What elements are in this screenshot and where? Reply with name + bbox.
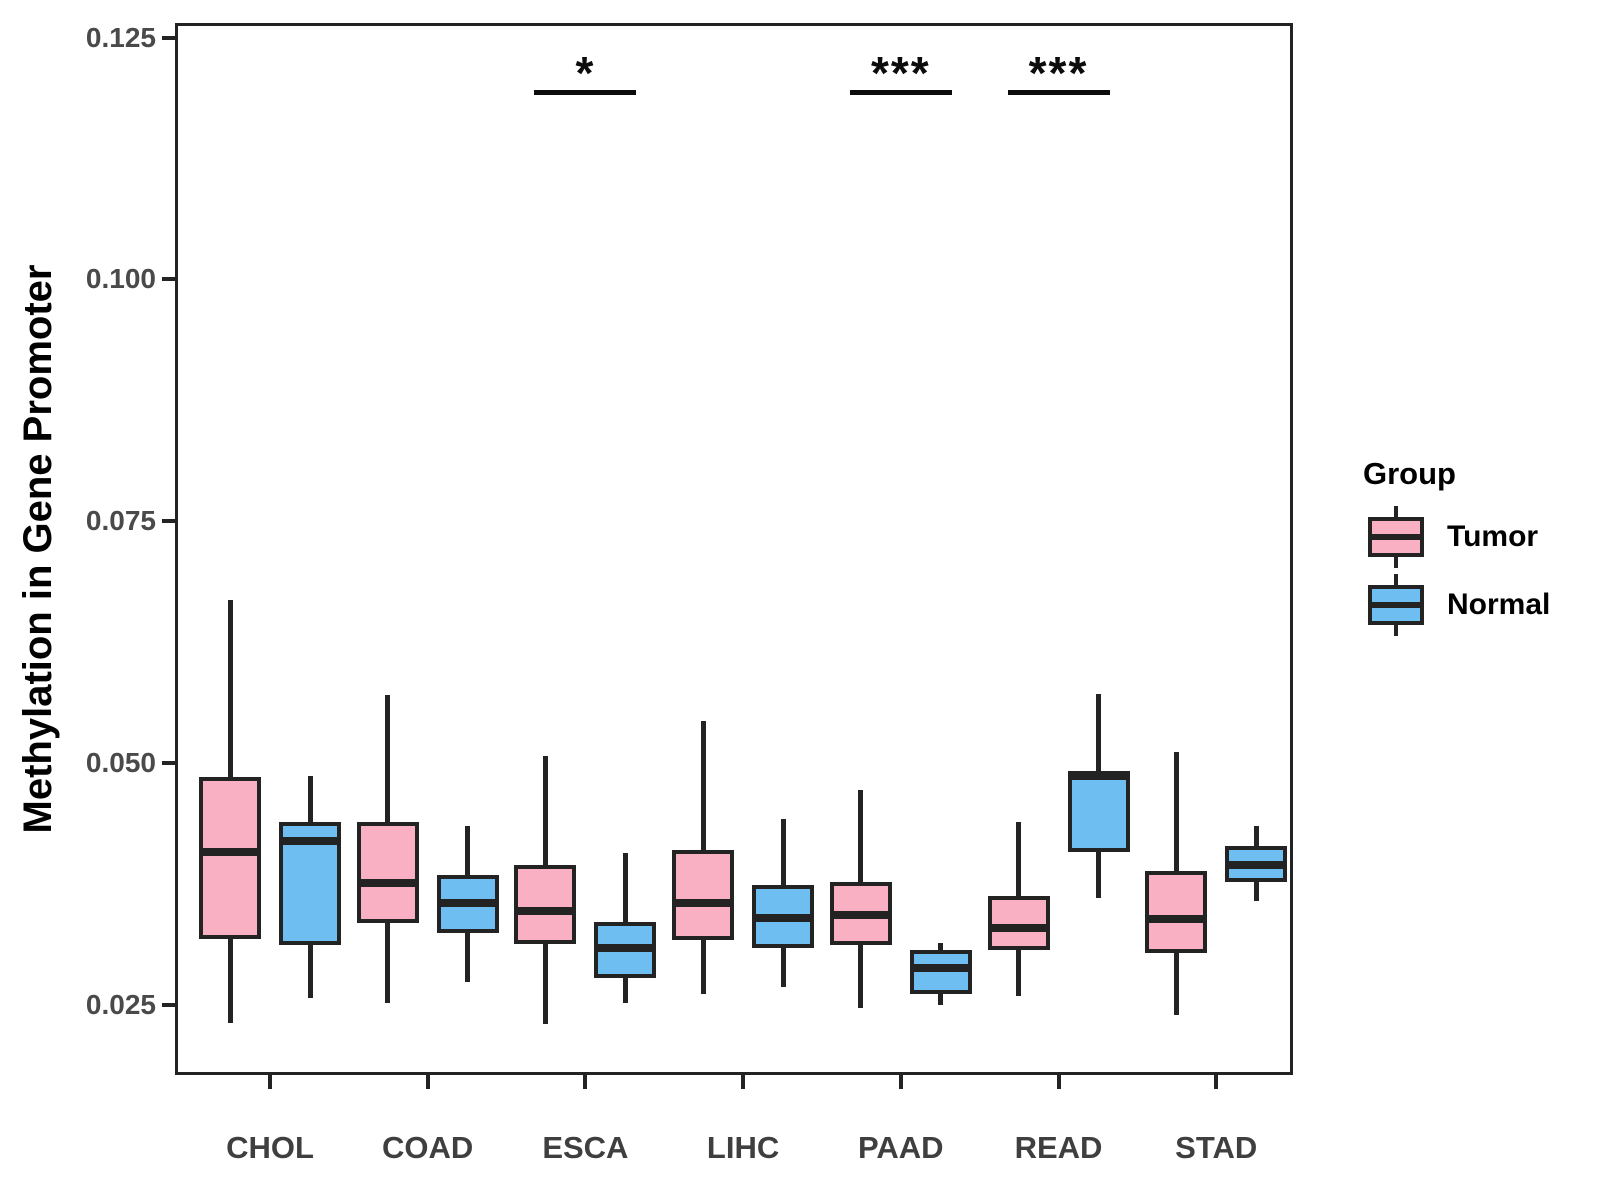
median-LIHC-normal	[756, 914, 811, 923]
y-axis-tick	[162, 519, 175, 524]
median-CHOL-normal	[283, 836, 337, 845]
x-axis-tick-label: LIHC	[706, 1130, 780, 1165]
median-STAD-tumor	[1149, 915, 1204, 924]
y-axis-tick	[162, 1003, 175, 1008]
median-ESCA-tumor	[518, 907, 573, 916]
median-READ-normal	[1071, 771, 1126, 780]
significance-label-READ: ***	[1028, 47, 1089, 99]
x-axis-tick-label: STAD	[1175, 1130, 1258, 1165]
y-axis-title: Methylation in Gene Promoter	[16, 264, 60, 834]
x-axis-tick	[1214, 1075, 1219, 1089]
box-ESCA-tumor	[514, 864, 577, 945]
y-axis-tick	[162, 35, 175, 40]
legend-label-normal: Normal	[1447, 588, 1551, 621]
y-axis-tick-label: 0.125	[85, 21, 156, 53]
legend-key-tumor-median	[1372, 534, 1420, 540]
box-LIHC-tumor	[672, 850, 735, 940]
x-axis-tick	[898, 1075, 903, 1089]
box-READ-normal	[1067, 771, 1130, 853]
box-COAD-tumor	[356, 822, 419, 924]
median-PAAD-normal	[913, 963, 968, 972]
box-CHOL-tumor	[199, 776, 261, 940]
legend-label-tumor: Tumor	[1447, 520, 1539, 553]
legend-key-normal-median	[1372, 602, 1420, 608]
x-axis-tick	[741, 1075, 746, 1089]
significance-label-ESCA: *	[575, 47, 596, 99]
median-STAD-normal	[1229, 860, 1284, 869]
y-axis-tick-label: 0.075	[85, 505, 156, 537]
significance-label-PAAD: ***	[870, 47, 931, 99]
x-axis-tick-label: READ	[1014, 1130, 1103, 1165]
legend-title: Group	[1363, 456, 1456, 491]
y-axis-tick-label: 0.100	[85, 263, 156, 295]
x-axis-tick-label: CHOL	[226, 1130, 314, 1165]
x-axis-tick-label: ESCA	[542, 1130, 629, 1165]
y-axis-tick-label: 0.025	[85, 989, 156, 1021]
significance-bar-ESCA	[534, 90, 637, 95]
significance-bar-PAAD	[849, 90, 952, 95]
median-ESCA-normal	[598, 944, 653, 953]
x-axis-tick-label: PAAD	[858, 1130, 944, 1165]
y-axis-tick	[162, 761, 175, 766]
box-READ-tumor	[987, 895, 1050, 951]
x-axis-tick	[1056, 1075, 1061, 1089]
y-axis-tick	[162, 277, 175, 282]
median-CHOL-tumor	[203, 848, 257, 857]
box-PAAD-normal	[909, 950, 972, 994]
significance-bar-READ	[1007, 90, 1110, 95]
x-axis-tick	[268, 1075, 272, 1089]
x-axis-tick	[425, 1075, 430, 1089]
x-axis-tick-label: COAD	[382, 1130, 474, 1165]
median-LIHC-tumor	[676, 898, 731, 907]
median-COAD-tumor	[360, 879, 415, 888]
y-axis-tick-label: 0.050	[85, 747, 156, 779]
median-PAAD-tumor	[833, 911, 888, 920]
median-READ-tumor	[991, 923, 1046, 932]
box-STAD-tumor	[1145, 870, 1208, 954]
x-axis-tick	[583, 1075, 588, 1089]
median-COAD-normal	[440, 898, 495, 907]
